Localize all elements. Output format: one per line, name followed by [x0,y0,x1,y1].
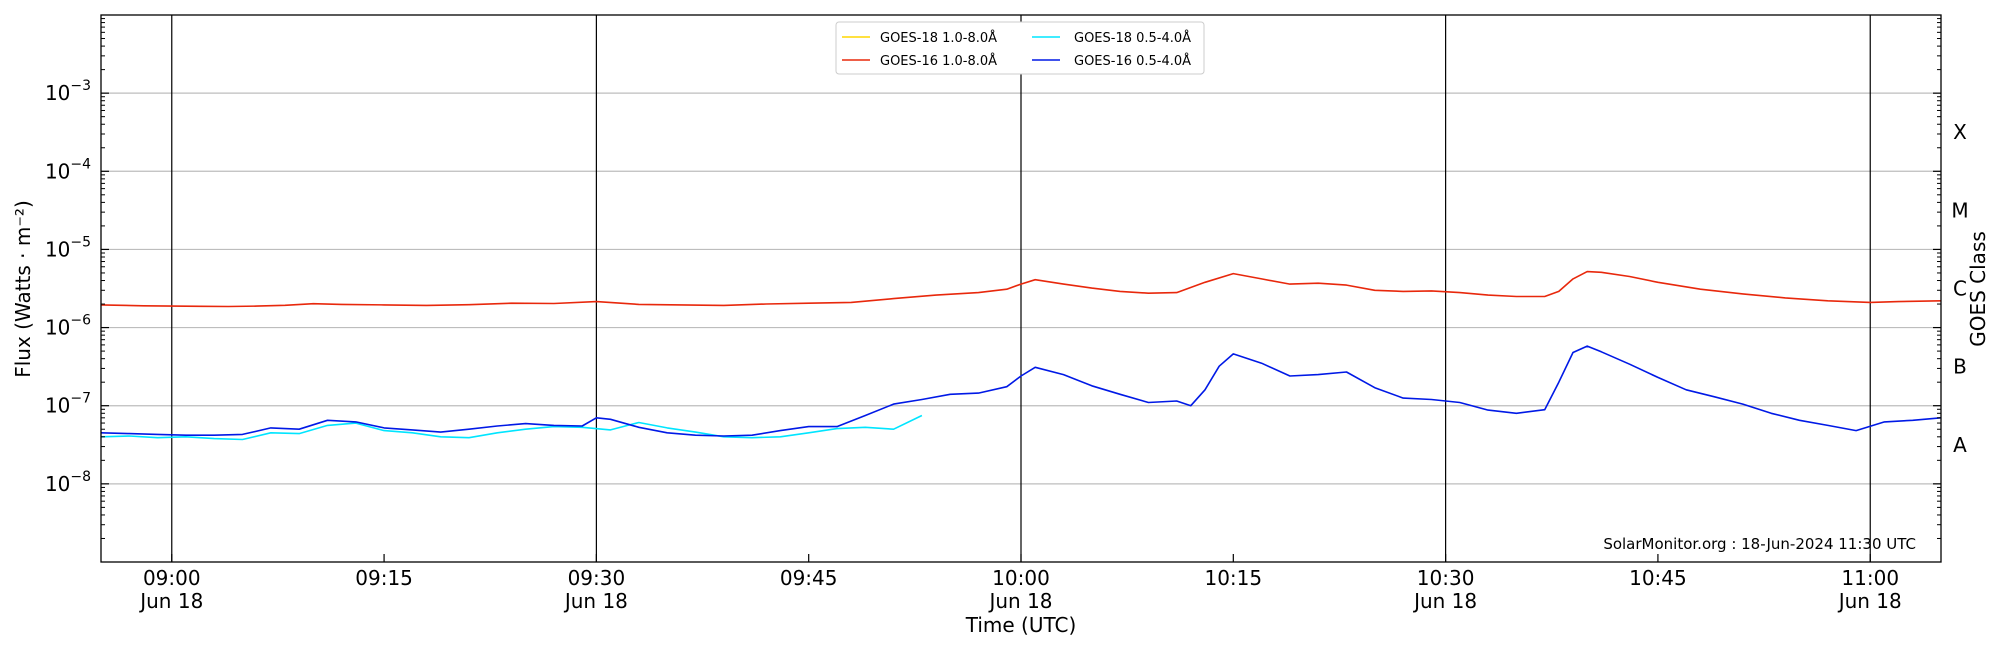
y-tick-label: 10−7 [45,391,91,418]
x-tick-label: 10:45 [1629,566,1687,590]
x-tick-label: 11:00 [1841,566,1899,590]
y-axis-title: Flux (Watts · m⁻²) [11,200,35,378]
legend-box [835,21,1205,75]
chart-legend: GOES-18 1.0-8.0Å GOES-18 0.5-4.0Å GOES-1… [835,21,1205,75]
x-tick-date-label: Jun 18 [563,589,628,613]
x-tick-label: 10:00 [992,566,1050,590]
goes-class-label: M [1951,198,1968,222]
x-tick-date-label: Jun 18 [138,589,203,613]
legend-label-goes16-short: GOES-16 0.5-4.0Å [1074,53,1191,69]
y-tick-label: 10−4 [45,156,91,183]
series-lines [100,270,1942,441]
goes-class-label: X [1953,120,1967,144]
goes-class-label: A [1953,433,1967,457]
credit-label: SolarMonitor.org : 18-Jun-2024 11:30 UTC [1603,535,1916,553]
y-tick-exponent: −8 [70,469,91,485]
goes-class-label: C [1953,277,1967,301]
day-marker-lines [171,15,1871,562]
x-tick-label: 09:00 [143,566,201,590]
y-tick-exponent: −7 [70,391,91,407]
x-tick-label: 10:15 [1204,566,1262,590]
legend-label-goes18-short: GOES-18 0.5-4.0Å [1074,30,1191,46]
x-tick-label: 09:15 [355,566,413,590]
x-tick-label: 10:30 [1417,566,1475,590]
series-line-3 [100,345,1942,437]
y2-axis-title: GOES Class [1966,231,1990,347]
legend-label-goes16-long: GOES-16 1.0-8.0Å [880,53,997,69]
y-tick-exponent: −5 [70,234,91,250]
x-tick-date-label: Jun 18 [1837,589,1902,613]
y-tick-exponent: −6 [70,313,91,329]
x-tick-label: 09:45 [780,566,838,590]
x-tick-label: 09:30 [568,566,626,590]
x-axis-title: Time (UTC) [965,613,1077,637]
series-line-1 [100,414,923,441]
y-tick-exponent: −4 [70,156,91,172]
y-tick-exponent: −3 [70,78,91,94]
x-tick-date-label: Jun 18 [1412,589,1477,613]
legend-label-goes18-long: GOES-18 1.0-8.0Å [880,30,997,46]
x-tick-date-label: Jun 18 [987,589,1052,613]
series-line-2 [100,270,1942,308]
goes-class-label: B [1953,355,1967,379]
